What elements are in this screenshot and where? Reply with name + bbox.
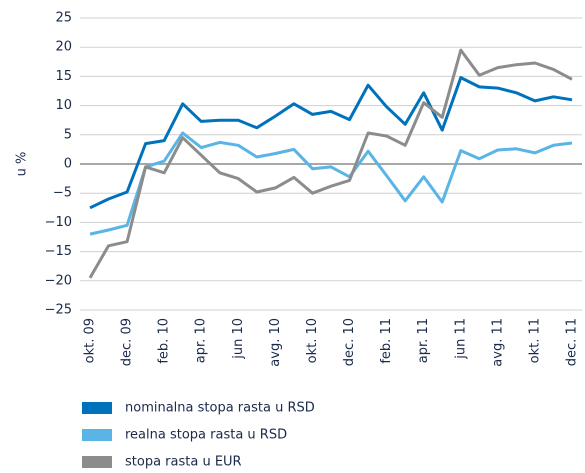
y-tick-label: 0	[64, 157, 72, 172]
line	[89, 131, 573, 236]
x-tick-label: dec. 11	[565, 318, 580, 366]
x-tick-label: dec. 10	[342, 318, 357, 366]
y-tick-label: 5	[64, 127, 72, 142]
x-tick-label: apr. 10	[194, 318, 209, 363]
x-tick-label: dec. 09	[120, 318, 135, 366]
x-tick-label: okt. 09	[83, 318, 98, 363]
y-tick-label: −5	[53, 186, 72, 201]
x-tick-label: avg. 10	[268, 318, 283, 367]
y-tick-label: −15	[45, 244, 72, 259]
x-tick-label: okt. 10	[305, 318, 320, 363]
y-tick-label: 25	[55, 11, 72, 26]
x-tick-label: feb. 11	[379, 318, 394, 364]
x-tick-label: jun 10	[231, 318, 246, 360]
x-tick-label: apr. 11	[416, 318, 431, 363]
line	[88, 48, 573, 279]
legend-swatch	[82, 456, 112, 468]
line	[89, 76, 573, 210]
x-tick-label: jun 11	[453, 318, 468, 360]
legend-label: realna stopa rasta u RSD	[125, 428, 287, 443]
y-tick-label: 15	[55, 69, 72, 84]
legend-label: stopa rasta u EUR	[125, 455, 242, 470]
y-tick-label: 20	[55, 40, 72, 55]
y-tick-label: 10	[55, 98, 72, 113]
y-tick-label: −10	[45, 215, 72, 230]
x-tick-label: feb. 10	[157, 318, 172, 364]
x-tick-label: okt. 11	[527, 318, 542, 363]
y-tick-label: −20	[45, 273, 72, 288]
y-tick-label: −25	[45, 303, 72, 318]
legend-swatch	[82, 402, 112, 414]
legend-label: nominalna stopa rasta u RSD	[125, 401, 315, 416]
legend-swatch	[82, 429, 112, 441]
y-axis-label: u %	[15, 152, 30, 177]
x-tick-label: avg. 11	[490, 318, 505, 367]
